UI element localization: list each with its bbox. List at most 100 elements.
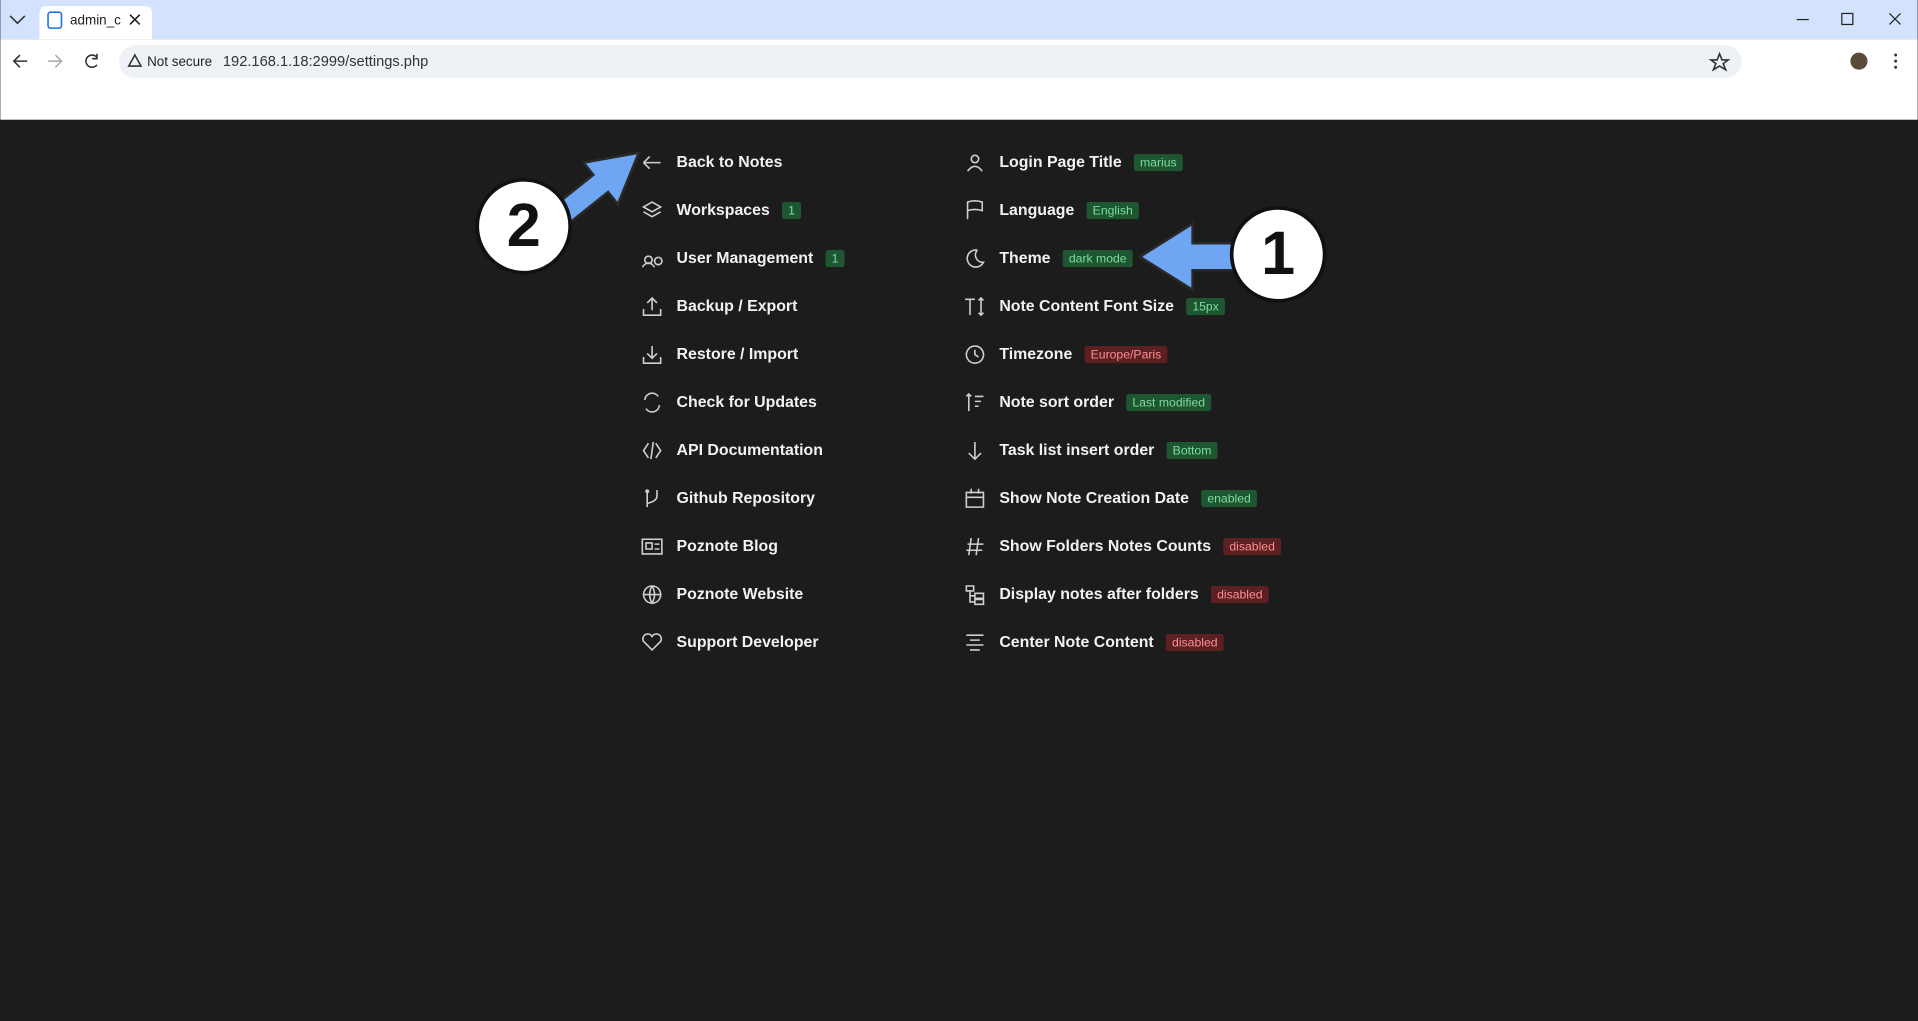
status-badge	[1165, 633, 1224, 652]
settings-item[interactable]: Back to Notes	[642, 154, 783, 171]
badge-text: Europe/Paris	[1091, 347, 1162, 361]
item-icon	[645, 489, 658, 508]
item-label: Login Page Title	[999, 154, 1121, 171]
item-icon	[965, 488, 985, 508]
settings-item[interactable]: Note Content Font Size 15px	[965, 296, 1225, 317]
item-label: Back to Notes	[677, 154, 783, 171]
item-label: User Management	[677, 250, 814, 267]
badge-text: Bottom	[1173, 443, 1212, 457]
status-badge	[1062, 250, 1133, 268]
settings-item[interactable]: Poznote Website	[642, 585, 804, 605]
tab-title: admin_c	[70, 12, 121, 27]
settings-item[interactable]: Login Page Title marius	[966, 154, 1183, 172]
menu-dot[interactable]	[1894, 53, 1898, 57]
menu-dot[interactable]	[1894, 65, 1898, 69]
item-icon	[965, 296, 985, 317]
status-badge	[825, 250, 845, 268]
forward-button[interactable]	[48, 54, 63, 68]
settings-item[interactable]: Check for Updates	[643, 392, 817, 413]
settings-item[interactable]: Note sort order Last modified	[965, 392, 1212, 412]
maximize[interactable]	[1841, 12, 1854, 26]
item-label: Poznote Blog	[677, 538, 778, 555]
settings-item[interactable]: Timezone Europe/Paris	[965, 345, 1168, 364]
settings-item[interactable]: Task list insert order Bottom	[968, 442, 1218, 461]
menu-dot[interactable]	[1894, 59, 1898, 63]
settings-item[interactable]: User Management 1	[641, 250, 845, 268]
status-badge	[1086, 202, 1139, 220]
item-label: Note sort order	[999, 394, 1114, 411]
item-label: Timezone	[999, 346, 1072, 363]
item-label: Github Repository	[677, 490, 816, 507]
item-icon	[965, 585, 985, 606]
tab[interactable]	[39, 6, 152, 40]
settings-item[interactable]: API Documentation	[642, 442, 823, 460]
bookmark-star[interactable]	[1708, 51, 1731, 72]
badge-text: 1	[788, 203, 795, 217]
settings-item[interactable]: Poznote Blog	[641, 538, 778, 555]
item-icon	[966, 249, 985, 268]
settings-item[interactable]: Workspaces 1	[641, 201, 802, 220]
badge-text: English	[1093, 203, 1133, 217]
item-icon	[642, 585, 662, 605]
settings-page	[0, 119, 1918, 1021]
security-label: Not secure	[147, 54, 212, 69]
item-icon	[642, 296, 662, 316]
tab-list-button[interactable]	[9, 15, 26, 25]
item-icon	[642, 155, 661, 170]
status-badge	[1186, 298, 1225, 316]
item-icon	[641, 538, 663, 555]
item-label: Show Folders Notes Counts	[999, 538, 1211, 555]
profile-avatar[interactable]	[1850, 52, 1868, 70]
address-bar[interactable]	[118, 45, 1742, 79]
badge-text: 15px	[1192, 299, 1219, 313]
annotation-2: 2	[475, 151, 641, 275]
badge-text: enabled	[1207, 491, 1251, 505]
status-badge	[1084, 346, 1168, 364]
reload-button[interactable]	[85, 53, 98, 69]
item-icon	[966, 154, 983, 172]
badge-text: marius	[1140, 155, 1177, 169]
settings-item[interactable]: Backup / Export	[642, 296, 799, 316]
settings-item[interactable]: Github Repository	[645, 489, 816, 508]
item-label: Check for Updates	[677, 394, 817, 411]
tab-close[interactable]	[129, 14, 141, 26]
annotation-number: 2	[507, 191, 541, 259]
status-badge	[1126, 394, 1212, 412]
settings-item[interactable]: Display notes after folders disabled	[965, 585, 1269, 606]
status-badge	[1210, 586, 1269, 604]
status-badge	[1223, 538, 1282, 556]
badge-text: dark mode	[1069, 251, 1127, 265]
item-label: Poznote Website	[677, 586, 804, 603]
settings-item[interactable]: Restore / Import	[642, 346, 799, 364]
settings-item[interactable]: Center Note Content disabled	[966, 633, 1224, 652]
item-icon	[965, 392, 984, 412]
item-label: Backup / Export	[677, 298, 799, 315]
badge-text: 1	[832, 251, 839, 265]
settings-item[interactable]: Theme dark mode	[966, 249, 1133, 268]
item-label: Restore / Import	[677, 346, 799, 363]
badge-text: disabled	[1229, 539, 1275, 553]
settings-item[interactable]: Show Folders Notes Counts disabled	[966, 538, 1282, 556]
url: 192.168.1.18:2999/settings.php	[223, 54, 428, 70]
warning-icon	[127, 53, 143, 67]
settings-item[interactable]: Language English	[966, 200, 1139, 220]
annotation-circle	[1229, 206, 1327, 303]
badge-text: Last modified	[1132, 395, 1205, 409]
badge-text: disabled	[1172, 635, 1218, 649]
item-label: Theme	[999, 250, 1050, 267]
close-window[interactable]	[1889, 13, 1901, 25]
item-label: Note Content Font Size	[999, 298, 1174, 315]
item-icon	[965, 345, 985, 364]
item-icon	[641, 201, 663, 218]
annotation-number: 1	[1261, 219, 1295, 287]
settings-item[interactable]: Show Note Creation Date enabled	[965, 488, 1257, 508]
item-label: Show Note Creation Date	[999, 490, 1189, 507]
settings-item[interactable]: Support Developer	[642, 633, 819, 652]
status-badge	[1166, 442, 1218, 460]
item-icon	[968, 442, 982, 461]
status-badge	[1133, 154, 1183, 172]
badge-text: disabled	[1217, 587, 1263, 601]
back-button[interactable]	[12, 54, 28, 68]
